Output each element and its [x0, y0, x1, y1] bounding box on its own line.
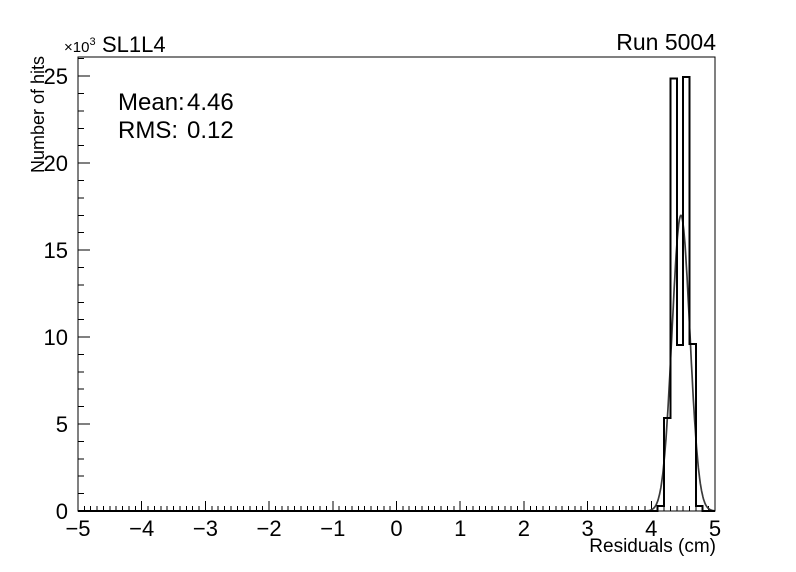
x-tick-label: −4	[129, 516, 154, 541]
x-tick-label: 0	[390, 516, 402, 541]
x-tick-label: 1	[454, 516, 466, 541]
y-tick-label: 25	[44, 64, 68, 89]
x-tick-label: 5	[709, 516, 721, 541]
x-axis-ticks	[77, 501, 716, 511]
y-tick-label: 20	[44, 151, 68, 176]
y-axis-ticks	[78, 58, 90, 512]
stat-mean-value: 4.46	[187, 89, 234, 116]
stat-rms-value: 0.12	[187, 117, 234, 144]
x-axis-title: Residuals (cm)	[589, 536, 716, 557]
stat-rms-label: RMS:	[118, 117, 178, 144]
y-axis-title: Number of hits	[28, 56, 48, 173]
x-tick-label: −5	[65, 516, 90, 541]
y-axis-scale-factor: ×103	[64, 36, 96, 56]
x-tick-label: −2	[257, 516, 282, 541]
y-tick-label: 10	[44, 325, 68, 350]
y-tick-label: 5	[56, 412, 68, 437]
y-axis-tick-labels: 0 5 10 15 20 25	[44, 64, 68, 524]
x-tick-label: 3	[581, 516, 593, 541]
x-tick-label: 4	[645, 516, 657, 541]
y-tick-label: 0	[56, 499, 68, 524]
x-tick-label: −3	[193, 516, 218, 541]
y-tick-label: 15	[44, 238, 68, 263]
residuals-histogram-outline	[78, 76, 715, 512]
x-tick-label: −1	[320, 516, 345, 541]
run-number-label: Run 5004	[616, 29, 716, 55]
stat-mean-label: Mean:	[118, 89, 185, 116]
gaussian-fit-curve	[644, 214, 716, 512]
x-tick-label: 2	[518, 516, 530, 541]
x-axis-tick-labels: −5 −4 −3 −2 −1 0 1 2 3 4 5	[65, 516, 721, 541]
plot-title: SL1L4	[102, 32, 166, 57]
